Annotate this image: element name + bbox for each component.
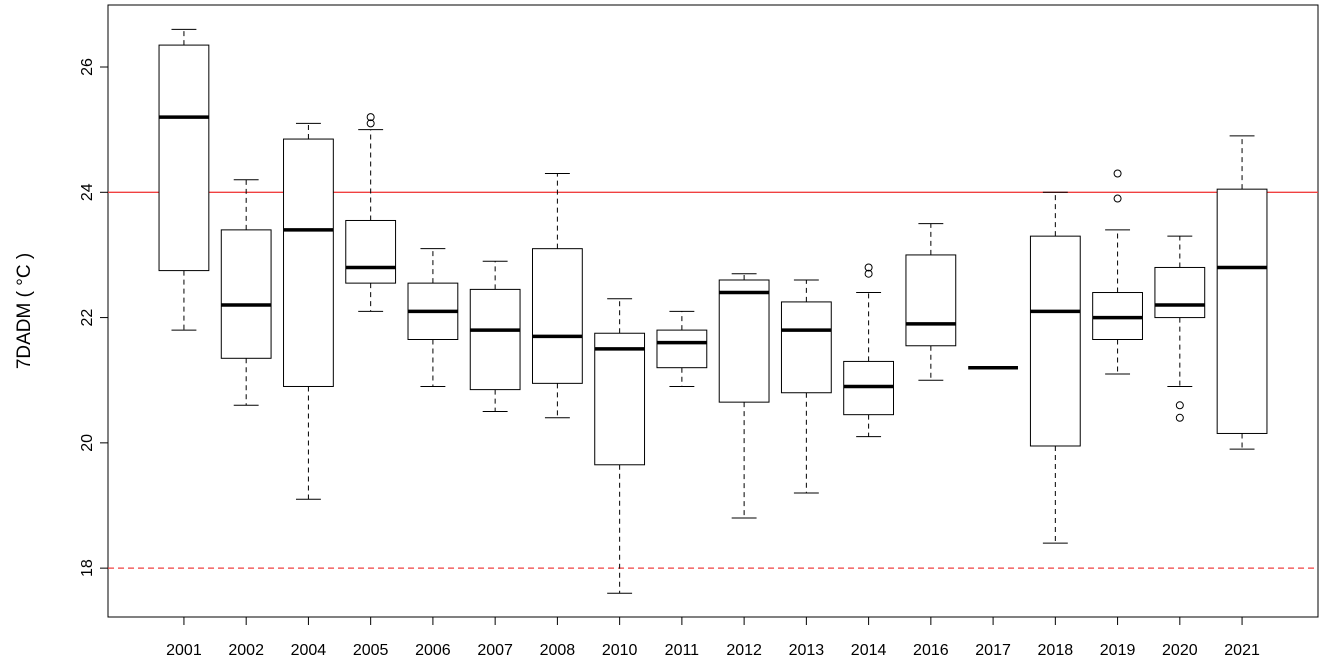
- outlier: [864, 263, 873, 272]
- box: [1029, 235, 1081, 447]
- box: [345, 219, 397, 284]
- box: [905, 254, 957, 347]
- outlier: [366, 119, 375, 128]
- y-tick-label: 18: [79, 559, 96, 577]
- outlier: [1113, 194, 1122, 203]
- y-tick-label: 26: [79, 58, 96, 76]
- y-tick-label: 20: [79, 434, 96, 452]
- box: [469, 288, 521, 391]
- x-tick-label: 2001: [166, 642, 202, 659]
- outlier: [864, 269, 873, 278]
- box: [220, 229, 272, 359]
- y-tick-label: 24: [79, 183, 96, 201]
- x-tick-label: 2010: [602, 642, 638, 659]
- x-tick-label: 2006: [415, 642, 451, 659]
- x-tick-label: 2017: [975, 642, 1011, 659]
- box: [531, 248, 583, 384]
- x-tick-label: 2021: [1224, 642, 1260, 659]
- x-tick-label: 2016: [913, 642, 949, 659]
- box: [656, 329, 708, 369]
- x-tick-label: 2005: [353, 642, 389, 659]
- x-tick-label: 2012: [726, 642, 762, 659]
- box: [718, 279, 770, 403]
- box: [1154, 266, 1206, 319]
- box: [283, 138, 334, 387]
- x-tick-label: 2011: [665, 642, 700, 659]
- box: [780, 301, 832, 394]
- x-tick-label: 2014: [851, 642, 887, 659]
- x-tick-label: 2008: [540, 642, 576, 659]
- outlier: [1113, 169, 1122, 178]
- y-tick-label: 22: [79, 309, 96, 327]
- box: [594, 332, 646, 466]
- x-tick-label: 2002: [228, 642, 264, 659]
- x-tick-label: 2004: [291, 642, 327, 659]
- y-axis-label: 7DADM ( °C ): [14, 253, 35, 369]
- x-tick-label: 2019: [1100, 642, 1136, 659]
- x-tick-label: 2007: [477, 642, 513, 659]
- box: [1216, 188, 1268, 434]
- box: [158, 44, 210, 272]
- x-tick-label: 2020: [1162, 642, 1198, 659]
- x-tick-label: 2018: [1038, 642, 1074, 659]
- outlier: [366, 113, 375, 122]
- outlier: [1175, 413, 1184, 422]
- x-tick-label: 2013: [789, 642, 825, 659]
- outlier: [1175, 401, 1184, 410]
